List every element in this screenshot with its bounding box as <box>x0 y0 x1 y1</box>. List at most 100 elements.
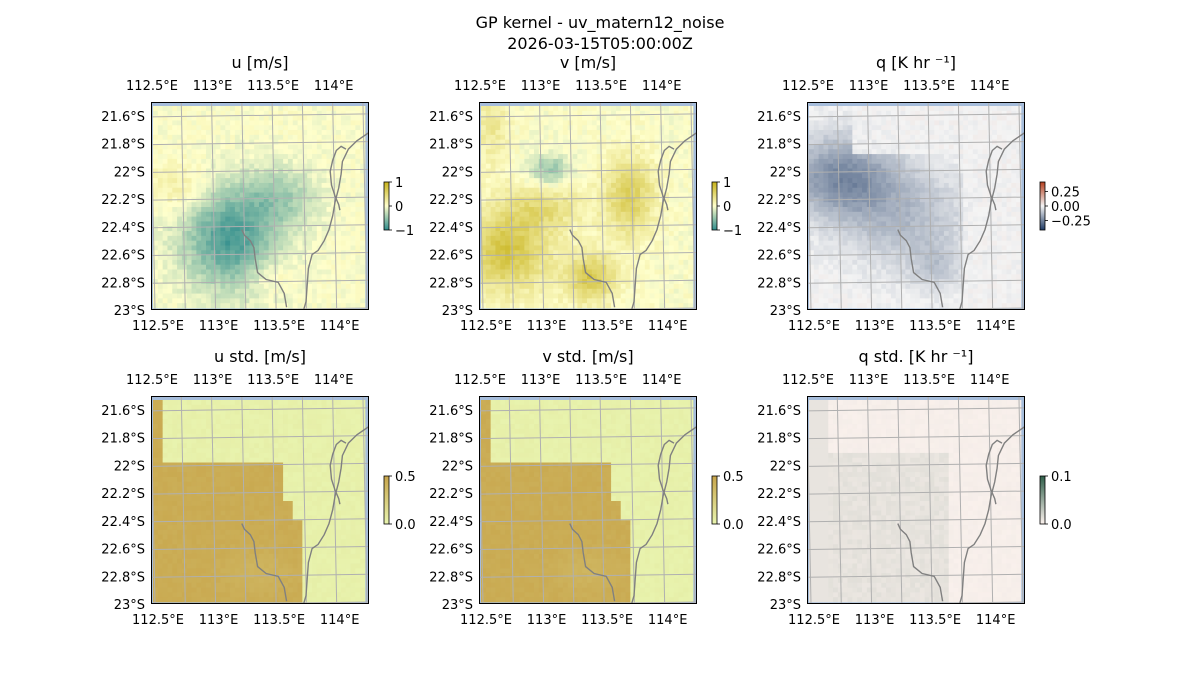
heatmap-cell <box>615 168 622 174</box>
heatmap-cell <box>177 255 183 261</box>
heatmap-cell <box>355 283 361 290</box>
heatmap-cell <box>567 163 573 169</box>
heatmap-cell <box>615 187 622 193</box>
heatmap-cell <box>153 134 159 141</box>
heatmap-cell <box>249 231 255 237</box>
heatmap-cell <box>934 134 940 141</box>
heatmap-cell <box>259 226 265 232</box>
heatmap-cell <box>514 120 520 126</box>
heatmap-cell <box>654 149 660 155</box>
heatmap-cell <box>297 178 303 184</box>
heatmap-cell <box>172 120 178 126</box>
heatmap-cell <box>582 235 588 242</box>
heatmap-cell <box>996 192 1003 198</box>
heatmap-cell <box>505 154 511 160</box>
heatmap-cell <box>524 187 530 193</box>
heatmap-cell <box>881 154 887 160</box>
heatmap-cell <box>1011 178 1017 184</box>
heatmap-cell <box>481 293 487 299</box>
heatmap-cell <box>524 235 530 242</box>
heatmap-cell <box>162 250 168 256</box>
heatmap-cell <box>1006 163 1012 169</box>
heatmap-cell <box>162 211 168 217</box>
heatmap-cell <box>847 163 853 169</box>
heatmap-cell <box>601 255 607 261</box>
heatmap-cell <box>644 221 650 227</box>
heatmap-cell <box>345 269 351 275</box>
heatmap-cell <box>355 245 361 251</box>
heatmap-cell <box>548 269 554 275</box>
heatmap-cell <box>982 211 988 217</box>
heatmap-cell <box>678 144 684 150</box>
heatmap-cell <box>857 226 863 232</box>
heatmap-cell <box>847 110 853 116</box>
heatmap-cell <box>177 187 183 193</box>
heatmap-cell <box>278 250 284 256</box>
heatmap-cell <box>495 168 501 174</box>
heatmap-cell <box>968 154 974 160</box>
heatmap-cell <box>977 144 983 150</box>
heatmap-cell <box>186 163 192 169</box>
heatmap-cell <box>326 120 332 126</box>
heatmap-cell <box>948 216 954 222</box>
heatmap-cell <box>919 182 925 189</box>
heatmap-cell <box>857 197 863 203</box>
heatmap-cell <box>495 134 501 141</box>
heatmap-cell <box>910 134 916 141</box>
heatmap-cell <box>234 231 241 237</box>
heatmap-cell <box>842 154 848 160</box>
heatmap-cell <box>191 158 197 165</box>
heatmap-cell <box>316 216 322 222</box>
heatmap-cell <box>818 182 824 189</box>
heatmap-cell <box>490 173 496 179</box>
heatmap-cell <box>1001 125 1007 131</box>
heatmap-cell <box>177 134 183 141</box>
heatmap-cell <box>625 274 631 280</box>
heatmap-cell <box>596 245 602 251</box>
heatmap-cell <box>534 130 540 136</box>
heatmap-cell <box>481 303 487 309</box>
heatmap-cell <box>316 279 322 285</box>
heatmap-cell <box>857 221 863 227</box>
heatmap-cell <box>177 110 183 116</box>
heatmap-cell <box>915 226 921 232</box>
heatmap-cell <box>953 182 959 189</box>
heatmap-cell <box>833 149 839 155</box>
heatmap-cell <box>1001 173 1007 179</box>
heatmap-cell <box>818 134 824 141</box>
heatmap-cell <box>558 187 564 193</box>
heatmap-cell <box>562 283 569 290</box>
heatmap-cell <box>519 288 525 294</box>
heatmap-cell <box>871 125 877 131</box>
heatmap-cell <box>278 120 284 126</box>
heatmap-cell <box>847 231 853 237</box>
heatmap-cell <box>673 110 679 116</box>
heatmap-cell <box>852 149 858 155</box>
heatmap-cell <box>847 134 853 141</box>
heatmap-cell <box>953 207 959 213</box>
heatmap-cell <box>312 173 318 179</box>
heatmap-cell <box>591 158 597 165</box>
heatmap-cell <box>649 115 655 121</box>
heatmap-cell <box>331 216 337 222</box>
heatmap-cell <box>842 187 848 193</box>
heatmap-cell <box>201 197 207 203</box>
heatmap-cell <box>543 259 549 266</box>
heatmap-cell <box>321 120 327 126</box>
heatmap-cell <box>828 221 834 227</box>
heatmap-cell <box>210 149 216 155</box>
heatmap-cell <box>360 245 366 251</box>
heatmap-cell <box>157 158 163 165</box>
heatmap-cell <box>336 264 342 270</box>
heatmap-cell <box>558 110 564 116</box>
heatmap-cell <box>596 288 602 294</box>
heatmap-cell <box>263 303 269 309</box>
heatmap-cell <box>934 207 940 213</box>
heatmap-cell <box>659 279 665 285</box>
heatmap-cell <box>519 110 525 116</box>
heatmap-cell <box>992 106 998 112</box>
heatmap-cell <box>890 216 897 222</box>
heatmap-cell <box>263 221 269 227</box>
heatmap-cell <box>196 255 202 261</box>
heatmap-cell <box>683 259 689 266</box>
